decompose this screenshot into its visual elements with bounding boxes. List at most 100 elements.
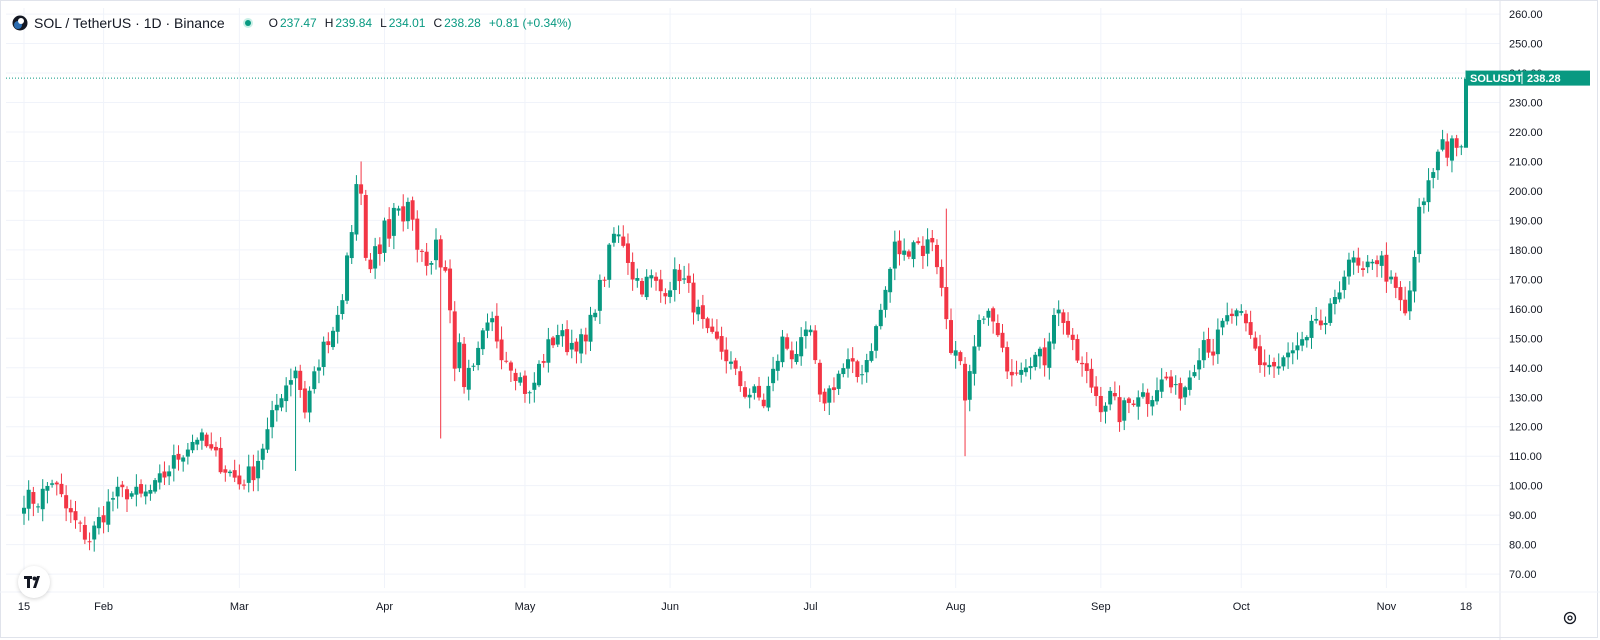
candle <box>139 479 144 498</box>
candle <box>340 294 345 320</box>
candle <box>775 354 780 381</box>
candle <box>602 276 607 288</box>
candle <box>176 445 181 471</box>
candle <box>1286 342 1291 369</box>
candle <box>1206 327 1211 358</box>
candle <box>228 469 232 477</box>
candle <box>710 318 715 334</box>
candle <box>1126 396 1131 414</box>
candle <box>368 253 373 273</box>
y-tick-label: 80.00 <box>1509 540 1537 552</box>
candle <box>434 228 438 270</box>
candle <box>682 265 687 284</box>
candle <box>209 432 214 451</box>
candle <box>1150 395 1155 416</box>
candle <box>593 309 598 321</box>
candle <box>1145 388 1150 417</box>
candle <box>73 501 78 529</box>
candle <box>738 366 743 392</box>
candle <box>1417 198 1422 263</box>
candle <box>40 479 45 522</box>
candle <box>1435 149 1440 180</box>
tradingview-logo-icon[interactable] <box>18 566 50 598</box>
y-tick-label: 140.00 <box>1509 363 1543 375</box>
candle <box>59 473 64 498</box>
last-price-line: SOLUSDT 238.28 <box>6 70 1590 86</box>
candle <box>354 175 359 241</box>
candle <box>1346 252 1351 285</box>
market-status-icon[interactable] <box>241 16 255 30</box>
candle <box>607 242 612 288</box>
candle <box>480 328 485 355</box>
candle <box>405 197 410 229</box>
candle <box>45 482 50 504</box>
candle <box>1267 354 1272 375</box>
candle <box>1412 250 1417 303</box>
candle <box>668 281 673 304</box>
candle <box>1426 168 1431 212</box>
candle <box>846 348 850 378</box>
candle <box>625 233 630 275</box>
ohlc-values: O 237.47 H 239.84 L 234.01 C 238.28 +0.81 (+… <box>269 16 578 30</box>
candle <box>1056 300 1061 327</box>
candle <box>513 368 518 391</box>
candle <box>410 196 415 231</box>
candle <box>134 474 139 507</box>
y-tick-label: 110.00 <box>1509 451 1542 463</box>
candle <box>1393 272 1398 299</box>
y-tick-label: 180.00 <box>1509 245 1543 257</box>
candle <box>1220 318 1225 336</box>
high-key: H <box>324 16 334 30</box>
settings-icon[interactable] <box>1562 610 1578 626</box>
candle <box>771 356 776 392</box>
candle <box>115 476 120 509</box>
candle <box>1173 375 1178 395</box>
candle <box>878 303 883 330</box>
time-axis: 15 Feb Mar Apr May Jun Jul Aug Sep Oct Nov 18 <box>18 601 1472 613</box>
x-tick-label: Aug <box>946 601 966 613</box>
ticker-label: SOLUSDT <box>1470 73 1523 85</box>
candle <box>490 311 495 332</box>
candle <box>621 225 626 248</box>
low-value: 234.01 <box>388 16 426 30</box>
candle <box>466 359 471 401</box>
x-tick-label: May <box>515 601 536 613</box>
y-tick-label: 130.00 <box>1509 392 1543 404</box>
candle <box>930 229 935 252</box>
candle <box>316 359 321 384</box>
candle <box>532 372 537 403</box>
candle <box>546 327 551 373</box>
candle <box>167 465 172 486</box>
candle <box>462 337 467 394</box>
candle <box>855 359 860 383</box>
y-tick-label: 100.00 <box>1509 481 1543 493</box>
candle <box>616 225 621 243</box>
candle <box>1253 331 1258 351</box>
candle <box>1169 370 1174 394</box>
candle <box>728 351 733 370</box>
candle <box>1075 334 1080 363</box>
candle <box>700 294 705 329</box>
candle <box>841 363 846 378</box>
candle <box>1225 302 1230 325</box>
candle <box>1080 356 1085 377</box>
y-tick-label: 160.00 <box>1509 304 1543 316</box>
candle <box>1103 402 1108 424</box>
candle <box>457 333 462 373</box>
candle <box>677 264 682 295</box>
candle <box>1290 342 1295 365</box>
x-tick-label: Mar <box>230 601 249 613</box>
candle <box>766 376 771 412</box>
candle <box>307 386 312 423</box>
candle <box>719 326 724 360</box>
candle <box>724 337 729 374</box>
y-tick-label: 200.00 <box>1509 186 1543 198</box>
candle <box>1276 353 1281 375</box>
candle <box>1164 371 1169 381</box>
candle <box>345 252 350 305</box>
symbol-title[interactable]: SOL / TetherUS · 1D · Binance <box>34 15 225 31</box>
candle <box>1342 270 1347 299</box>
candle <box>981 316 986 325</box>
candle <box>991 306 996 334</box>
